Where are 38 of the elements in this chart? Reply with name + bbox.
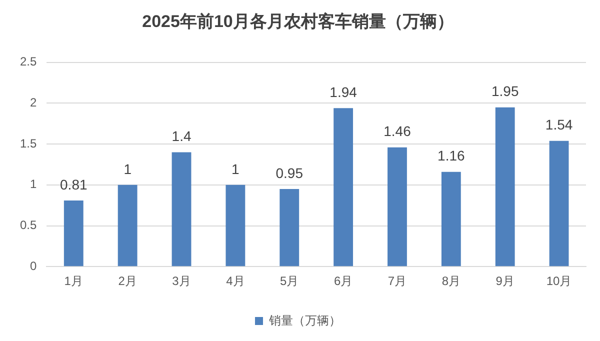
data-label: 1 (124, 160, 132, 177)
x-tick-label: 8月 (442, 274, 461, 288)
bar (549, 140, 569, 266)
legend-label: 销量（万辆） (268, 313, 341, 328)
x-tick-label: 2月 (118, 274, 137, 288)
data-label: 1.16 (438, 148, 466, 164)
x-tick-label: 1月 (64, 274, 83, 288)
bar (495, 107, 515, 266)
chart-title: 2025年前10月各月农村客车销量（万辆） (142, 12, 454, 31)
bar (64, 200, 84, 266)
x-tick-label: 5月 (280, 274, 299, 288)
y-tick-label: 1.5 (20, 136, 37, 150)
x-tick-label: 9月 (496, 274, 514, 288)
data-label: 0.81 (60, 176, 88, 192)
data-label: 1 (232, 160, 240, 177)
data-label: 1.4 (172, 128, 192, 144)
data-label: 1.94 (330, 84, 358, 100)
y-tick-label: 1 (30, 177, 37, 192)
bar (388, 147, 407, 266)
y-tick-label: 0.5 (20, 218, 37, 232)
bar (118, 184, 138, 266)
bar (441, 172, 461, 266)
x-tick-label: 6月 (334, 274, 353, 288)
y-tick-label: 2.5 (20, 54, 37, 69)
x-tick-label: 4月 (226, 274, 245, 288)
bar (172, 152, 192, 266)
bar (334, 108, 354, 266)
data-label: 1.95 (491, 83, 519, 100)
y-tick-label: 2 (30, 96, 37, 110)
data-label: 0.95 (276, 164, 304, 181)
x-tick-label: 7月 (388, 274, 407, 288)
x-tick-label: 3月 (172, 274, 191, 288)
data-label: 1.54 (545, 116, 573, 133)
x-tick-label: 10月 (546, 274, 572, 288)
bar (226, 184, 246, 266)
data-label: 1.46 (384, 123, 412, 140)
bar (280, 189, 300, 266)
y-tick-label: 0 (30, 258, 37, 273)
